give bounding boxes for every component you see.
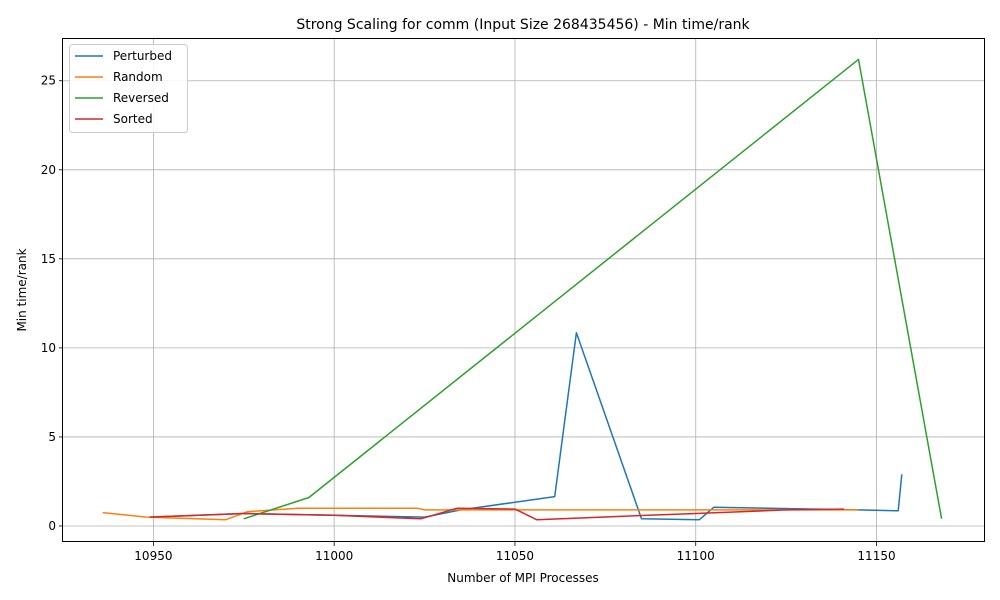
legend-box — [69, 44, 188, 133]
x-axis-label: Number of MPI Processes — [447, 571, 599, 585]
x-tick-label: 11000 — [315, 549, 353, 563]
tick-layer: 10950 11000 11050 11100 11150 0 5 10 15 20 25 — [41, 74, 896, 563]
y-tick-label: 25 — [41, 74, 56, 88]
y-tick-label: 10 — [41, 341, 56, 355]
x-tick-label: 10950 — [134, 549, 172, 563]
legend-label-perturbed: Perturbed — [113, 49, 172, 63]
legend-label-sorted: Sorted — [113, 112, 153, 126]
x-tick-label: 11100 — [677, 549, 715, 563]
y-tick-label: 0 — [48, 519, 56, 533]
series-line-reversed — [243, 58, 943, 520]
legend-label-random: Random — [113, 70, 163, 84]
y-tick-label: 15 — [41, 252, 56, 266]
y-tick-label: 20 — [41, 163, 56, 177]
legend-label-reversed: Reversed — [113, 91, 169, 105]
x-tick-label: 11150 — [857, 549, 895, 563]
plot-frame — [62, 38, 985, 542]
series-line-random — [102, 507, 859, 521]
y-tick-label: 5 — [48, 430, 56, 444]
series-line-sorted — [149, 507, 845, 521]
series-layer — [102, 58, 943, 521]
legend: Perturbed Random Reversed Sorted — [69, 44, 188, 133]
x-tick-label: 11050 — [496, 549, 534, 563]
chart-title: Strong Scaling for comm (Input Size 2684… — [296, 17, 750, 33]
y-axis-label: Min time/rank — [15, 248, 29, 331]
